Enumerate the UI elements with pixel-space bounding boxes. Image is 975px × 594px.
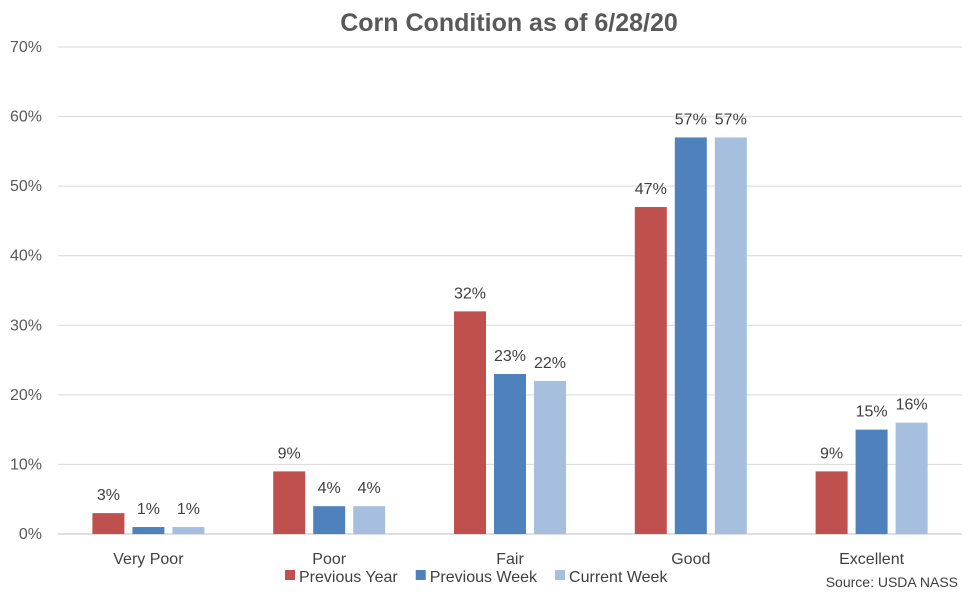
data-label: 23% [494,348,526,365]
data-label: 47% [635,181,667,198]
y-tick-label: 10% [10,456,42,473]
y-tick-label: 20% [10,387,42,404]
legend-swatch [415,570,426,580]
y-tick-label: 30% [10,317,42,334]
x-tick-label: Good [671,551,710,568]
source-note: Source: USDA NASS [826,574,958,590]
legend-label: Previous Week [430,569,538,586]
bar-current-week [353,506,386,534]
bar-current-week [534,380,566,534]
y-tick-label: 40% [10,248,42,265]
data-label: 16% [896,397,928,414]
legend: Previous Year Previous Week Current Week [285,569,668,586]
legend-label: Current Week [569,569,668,586]
y-tick-label: 0% [19,526,42,543]
bar-previous-year [92,513,125,534]
x-axis: Very Poor Poor Fair Good Excellent [113,551,904,568]
legend-swatch [555,570,566,580]
bar-previous-week [132,527,165,534]
legend-swatch [285,570,295,580]
bar-previous-year [634,207,667,534]
data-label: 57% [675,111,707,128]
data-label: 1% [137,501,160,518]
legend-label: Previous Year [299,569,398,586]
bar-previous-week [855,429,888,534]
bar-current-week [895,422,928,534]
data-labels: 3% 1% 1% 9% 4% 4% 32% 23% 22% 47% 57% 57% 9% 15% 16% [97,111,928,518]
x-tick-label: Excellent [839,551,904,568]
bar-previous-year [815,471,848,534]
bar-previous-week [494,373,526,534]
y-tick-label: 60% [10,109,42,126]
data-label: 4% [318,480,341,497]
bar-previous-year [454,311,486,534]
bar-previous-week [674,137,707,534]
data-label: 22% [534,355,566,372]
data-label: 3% [97,487,120,504]
y-tick-label: 50% [10,178,42,195]
bar-current-week [172,527,205,534]
bar-previous-week [313,506,346,534]
bars [92,137,928,534]
y-axis: 0% 10% 20% 30% 40% 50% 60% 70% [10,39,42,543]
data-label: 9% [820,445,843,462]
bar-previous-year [273,471,306,534]
data-label: 32% [454,285,486,302]
bar-current-week [714,137,747,534]
x-tick-label: Fair [496,551,524,568]
chart-title: Corn Condition as of 6/28/20 [340,9,678,37]
y-tick-label: 70% [10,39,42,56]
data-label: 9% [278,445,301,462]
x-tick-label: Poor [312,551,346,568]
data-label: 15% [856,404,888,421]
data-label: 57% [715,111,747,128]
x-tick-label: Very Poor [113,551,184,568]
data-label: 4% [358,480,381,497]
data-label: 1% [177,501,200,518]
